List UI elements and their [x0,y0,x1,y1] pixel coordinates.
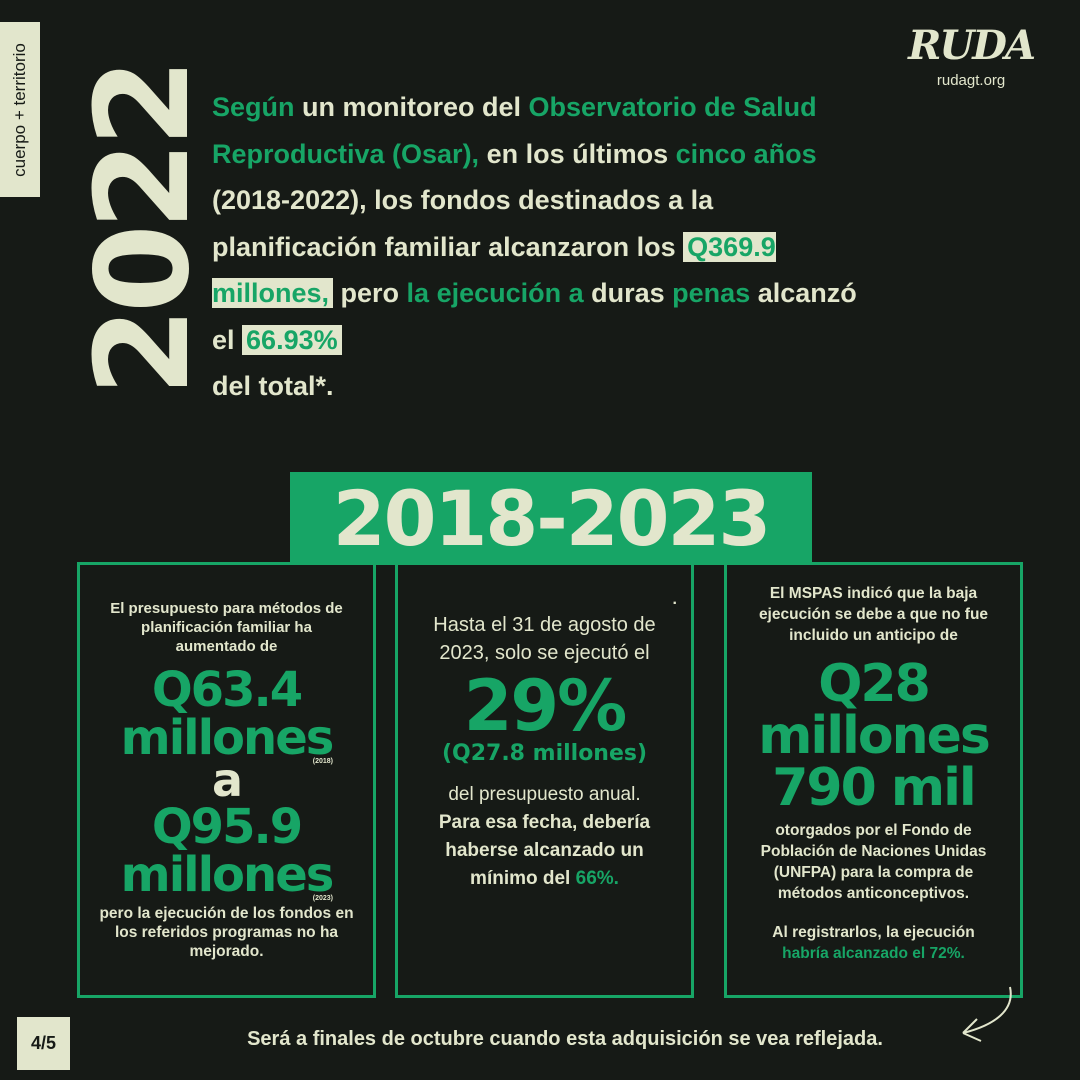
box3-text: Al registrarlos, la ejecución [772,924,975,941]
box3-amount: Q28 [818,654,931,714]
budget-box: El presupuesto para métodos de planifica… [77,562,376,998]
box3-text: no fue incluido [789,606,989,644]
box3-amount-unit: millones [758,706,991,766]
box1-text: pero [99,905,138,922]
box3-text: El MSPAS indicó que la baja ejecución se… [758,585,978,623]
box1-to-year: (2023) [312,895,333,902]
highlight-percent: 66.93% [242,324,342,355]
box1-text: de los fondos en los referidos programas [114,905,354,941]
year-vertical: 2022 [69,50,218,410]
intro-seg: Según [212,92,295,122]
ruda-logo: RUDA [908,22,1036,69]
box1-a: a [211,753,243,807]
mspas-box: El MSPAS indicó que la baja ejecución se… [724,562,1023,998]
box1-to: Q95.9 [151,799,303,855]
box2-percent: 29% [463,665,628,747]
box2-text: del presupuesto anual. [448,784,641,805]
intro-seg: (2018-2022), los fondos destinados a la … [212,185,714,262]
box3-text: otorgados por el Fondo de Población de N… [760,822,987,902]
intro-paragraph: Según un monitoreo del Observatorio de S… [212,84,872,410]
box2-text: 66%. [575,868,619,889]
year-text: 2022 [69,63,218,397]
intro-seg: pero [333,278,407,308]
curved-arrow-icon [962,986,1012,1042]
box2-text: Para esa fecha, debería haberse alcanzad… [438,812,651,889]
intro-seg: en los últimos [479,138,676,169]
period-banner: 2018-2023 [290,472,812,565]
box2-amount: (Q27.8 millones) [441,741,648,766]
intro-seg: un monitoreo del [294,92,529,122]
category-tag: cuerpo + territorio [0,22,40,197]
box1-text: la ejecución [137,905,227,922]
intro-seg: Observatorio de Salud Reproductiva (Osar… [212,92,817,169]
intro-seg: cinco años [675,138,817,169]
box1-text: no ha mejorado. [189,924,339,960]
box2-lead: Hasta el 31 de agosto de 2023, solo se e… [433,614,656,664]
intro-seg: la ejecución a [406,278,584,308]
box1-lead: El presupuesto para métodos de planifica… [110,600,343,655]
box1-from-year: (2018) [312,758,333,765]
logo-url: rudagt.org [936,72,1006,89]
period-text: 2018-2023 [332,474,772,563]
category-label: cuerpo + territorio [10,42,30,177]
footer-note: Será a finales de octubre cuando esta ad… [247,1028,883,1050]
box1-from: Q63.4 [151,662,303,718]
box3-amount-rest: 790 mil [772,758,976,818]
box3-text: habría alcanzado el 72%. [782,945,965,962]
box2-dot: . [672,591,677,608]
box3-text: un anticipo de [848,627,958,644]
box1-from-unit: millones [120,710,335,766]
intro-seg: duras [583,278,673,308]
intro-seg: alcanzó el [212,278,857,355]
page-indicator: 4/5 [17,1017,70,1070]
logo: RUDA rudagt.org [908,22,1036,90]
intro-seg: del total*. [212,371,334,401]
intro-seg: penas [672,278,751,308]
execution-box: . Hasta el 31 de agosto de 2023, solo se… [395,562,694,998]
box1-to-unit: millones [120,847,335,903]
